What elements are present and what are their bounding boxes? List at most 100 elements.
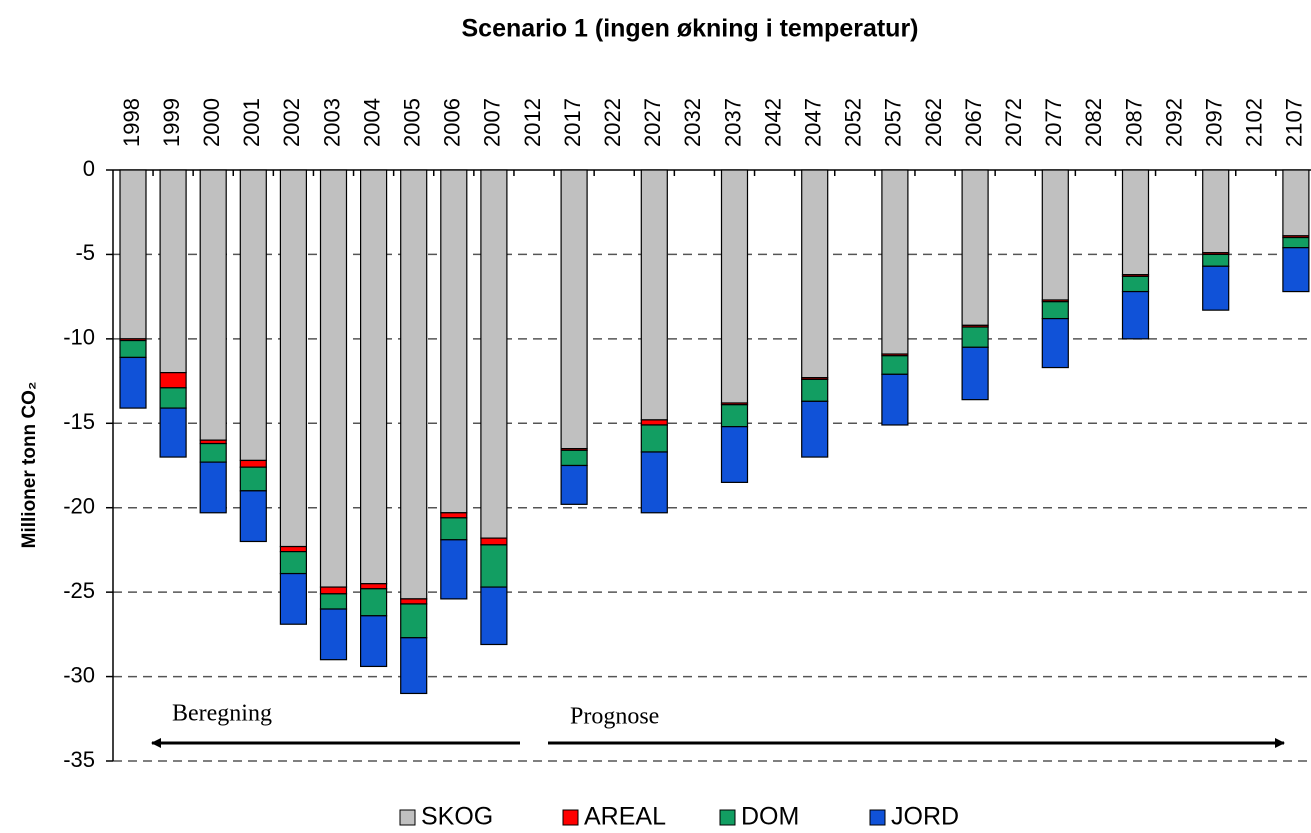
y-tick-label: -25 [63,578,95,603]
bar-segment [319,169,348,588]
bar-segment [159,169,187,374]
legend-swatch [869,809,886,826]
bar-segment [560,464,588,505]
bar-segment [640,451,668,514]
bar-segment [720,426,749,483]
bar-segment [279,169,307,548]
bar-segment [239,466,267,492]
legend-label: SKOG [421,803,493,831]
bar-segment [199,461,227,514]
x-tick-label: 2001 [239,98,264,147]
bar-segment [119,356,147,409]
bar-segment [881,169,909,355]
x-tick-label: 1998 [119,98,144,147]
bar-segment [480,544,508,588]
y-axis-label: Millioner tonn CO₂ [19,382,40,549]
bar-segment [480,586,508,646]
bar-segment [119,339,147,359]
bar-segment [239,459,267,468]
legend-swatch [399,809,416,826]
x-tick-label: 2102 [1242,98,1267,147]
bar-segment [159,407,187,458]
bar-segment [1282,169,1310,237]
bar-segment [1202,265,1230,311]
y-tick-label: -15 [63,409,95,434]
bar-segment [319,608,348,661]
bar-segment [881,373,909,426]
annotation: Prognose [570,704,659,730]
y-tick-label: -35 [63,747,95,772]
bar-segment [720,169,749,404]
legend-label: AREAL [584,803,666,831]
x-tick-label: 2062 [921,98,946,147]
bar-segment [360,588,388,617]
chart-title: Scenario 1 (ingen økning i temperatur) [461,15,918,43]
x-tick-label: 2004 [359,98,384,147]
bar-segment [1121,275,1150,293]
bar-segment [801,169,829,379]
x-tick-label: 2042 [760,98,785,147]
bar-segment [279,551,307,575]
x-tick-label: 2027 [640,98,665,147]
bar-segment [881,355,909,375]
x-tick-label: 2057 [881,98,906,147]
bar-segment [360,615,388,668]
legend-swatch [562,809,579,826]
bar-segment [119,169,147,340]
bar-segment [560,169,588,450]
bar-segment [360,169,388,585]
bar-segment [1041,301,1069,320]
bar-segment [239,169,267,462]
x-tick-label: 2052 [841,98,866,147]
bar-segment [961,169,989,326]
bar-segment [159,387,187,409]
x-tick-label: 2077 [1041,98,1066,147]
x-tick-label: 2006 [440,98,465,147]
bar-segment [961,346,989,401]
bar-segment [640,424,668,453]
x-tick-label: 2107 [1282,98,1307,147]
bar-segment [640,419,668,426]
x-tick-label: 2003 [319,98,344,147]
y-tick-label: 0 [83,156,95,181]
x-tick-label: 2037 [720,98,745,147]
annotation: Beregning [172,701,272,727]
bar-segment [199,169,227,441]
y-tick-label: -10 [63,325,95,350]
bar-segment [400,169,428,600]
y-tick-label: -5 [75,240,95,265]
bar-segment [360,583,388,590]
x-tick-label: 2047 [801,98,826,147]
bar-segment [440,512,468,519]
bar-segment [319,593,348,610]
bar-segment [440,539,468,600]
x-tick-label: 2005 [400,98,425,147]
x-tick-label: 2087 [1121,98,1146,147]
x-tick-label: 2000 [199,98,224,147]
bar-segment [400,598,428,605]
x-tick-label: 2067 [961,98,986,147]
x-tick-label: 2082 [1081,98,1106,147]
bar-segment [1282,247,1310,293]
x-tick-label: 2092 [1161,98,1186,147]
bar-segment [199,442,227,463]
bar-segment [1121,169,1150,276]
bar-segment [1121,290,1150,340]
x-tick-label: 1999 [159,98,184,147]
bar-segment [480,537,508,546]
bar-segment [720,404,749,428]
bar-segment [400,603,428,639]
bar-segment [1202,169,1230,254]
x-tick-label: 2022 [600,98,625,147]
x-tick-label: 2002 [279,98,304,147]
bar-segment [440,169,468,514]
bar-segment [400,637,428,695]
bar-segment [1282,236,1310,249]
x-tick-label: 2012 [520,98,545,147]
legend-label: JORD [891,803,959,831]
bar-segment [961,326,989,348]
bar-segment [440,517,468,541]
bar-segment [279,545,307,553]
x-tick-label: 2097 [1202,98,1227,147]
